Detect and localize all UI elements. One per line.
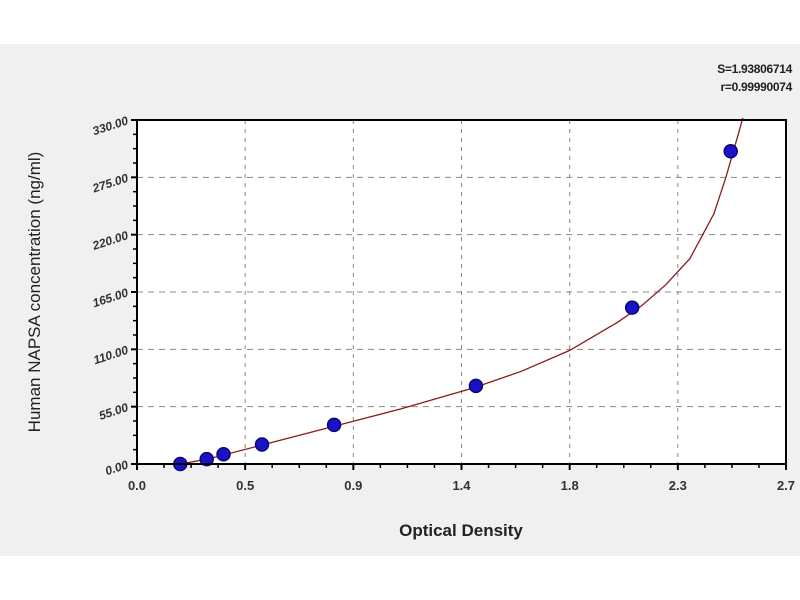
data-point	[624, 300, 640, 315]
data-point	[468, 378, 484, 394]
data-point	[216, 446, 231, 462]
fit-curve-line	[180, 118, 744, 464]
y-tick-label: 275.00	[90, 171, 130, 196]
data-point	[326, 417, 342, 433]
y-tick-label: 55.00	[97, 400, 130, 423]
y-axis-label: Human NAPSA concentration (ng/ml)	[25, 152, 44, 433]
x-tick-label: 0.9	[344, 478, 362, 493]
y-tick-label: 110.00	[92, 343, 131, 367]
stat-r: r=0.99990074	[720, 80, 793, 94]
x-tick-label: 0.5	[236, 478, 254, 493]
y-tick-label: 220.00	[90, 228, 130, 253]
x-axis-label: Optical Density	[399, 521, 523, 540]
x-tick-label: 1.8	[561, 478, 579, 493]
data-point	[254, 437, 270, 452]
stat-s: S=1.93806714	[717, 62, 792, 76]
x-tick-label: 1.4	[452, 478, 471, 493]
x-tick-label: 0.0	[128, 478, 146, 493]
y-tick-label: 165.00	[91, 285, 131, 310]
plot-frame	[136, 119, 787, 465]
data-point	[199, 451, 214, 467]
x-tick-label: 2.7	[777, 478, 795, 493]
x-tick-label: 2.3	[669, 478, 687, 493]
data-point	[723, 144, 738, 159]
y-tick-label: 0.00	[103, 457, 130, 478]
y-tick-label: 330.00	[91, 113, 131, 138]
